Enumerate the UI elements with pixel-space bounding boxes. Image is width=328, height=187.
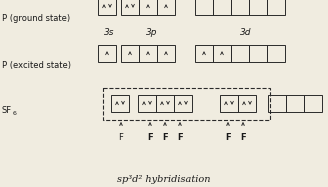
Bar [139,45,157,62]
Bar [213,45,231,62]
Bar [304,94,322,111]
Text: F: F [147,134,153,142]
Bar [220,94,238,111]
Bar [238,94,256,111]
Text: F: F [177,134,183,142]
Bar [138,94,156,111]
Text: sp³d² hybridisation: sp³d² hybridisation [117,174,211,183]
Text: 3d: 3d [240,27,252,36]
Bar [98,45,116,62]
Bar [267,0,285,15]
Bar [156,94,174,111]
Bar [231,0,249,15]
Text: P (excited state): P (excited state) [2,61,71,70]
Text: 6: 6 [13,111,17,116]
Bar [121,0,139,15]
Text: P (ground state): P (ground state) [2,13,70,22]
Text: 3s: 3s [104,27,114,36]
Text: 3p: 3p [146,27,158,36]
Bar [286,94,304,111]
Bar [103,88,270,120]
Bar [98,0,116,15]
Bar [195,0,213,15]
Bar [174,94,192,111]
Text: F: F [225,134,231,142]
Bar [157,45,175,62]
Bar [249,45,267,62]
Bar [111,94,129,111]
Bar [267,45,285,62]
Bar [121,45,139,62]
Bar [249,0,267,15]
Bar [195,45,213,62]
Bar [213,0,231,15]
Bar [139,0,157,15]
Text: SF: SF [2,105,12,114]
Text: F: F [162,134,168,142]
Text: F: F [240,134,246,142]
Bar [231,45,249,62]
Text: F: F [118,134,123,142]
Bar [268,94,286,111]
Bar [157,0,175,15]
